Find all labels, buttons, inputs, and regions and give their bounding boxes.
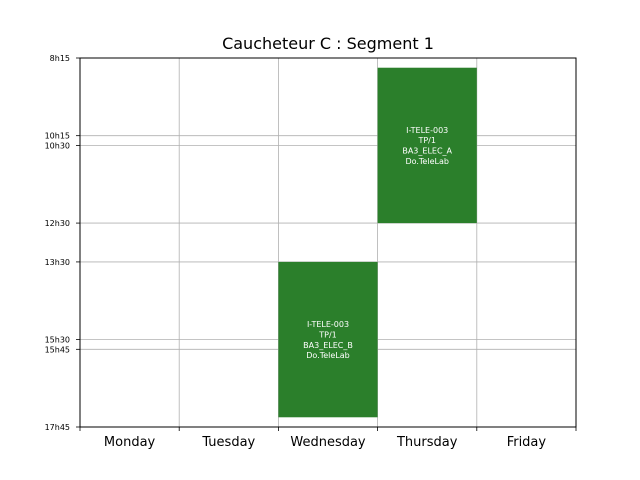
event-label: Do.TeleLab	[405, 157, 449, 166]
y-tick-label: 13h30	[45, 258, 70, 267]
event-rect[interactable]	[278, 261, 378, 418]
event-rect[interactable]	[377, 67, 477, 224]
event-label: I-TELE-003	[406, 126, 448, 135]
x-tick-label-thursday: Thursday	[396, 435, 458, 450]
event-label: TP/1	[417, 136, 436, 145]
chart-title: Caucheteur C : Segment 1	[222, 34, 434, 53]
y-tick-label: 17h45	[45, 423, 70, 432]
y-tick-label: 15h45	[45, 345, 70, 354]
event-label: I-TELE-003	[307, 320, 349, 329]
x-tick-label-wednesday: Wednesday	[290, 435, 366, 450]
event-label: TP/1	[318, 330, 337, 339]
y-tick-label: 12h30	[45, 219, 70, 228]
y-tick-label: 10h15	[45, 132, 70, 141]
event-label: Do.TeleLab	[306, 351, 350, 360]
y-tick-label: 10h30	[45, 141, 70, 150]
plot-frame	[79, 57, 577, 428]
event-label: BA3_ELEC_B	[303, 341, 353, 350]
y-tick-label: 15h30	[45, 336, 70, 345]
x-tick-label-tuesday: Tuesday	[201, 435, 255, 450]
y-tick-label: 8h15	[50, 54, 70, 63]
x-tick-label-monday: Monday	[104, 435, 156, 450]
events-layer: I-TELE-003TP/1BA3_ELEC_BDo.TeleLabI-TELE…	[278, 67, 477, 418]
x-tick-label-friday: Friday	[507, 435, 547, 450]
event-label: BA3_ELEC_A	[402, 147, 452, 156]
